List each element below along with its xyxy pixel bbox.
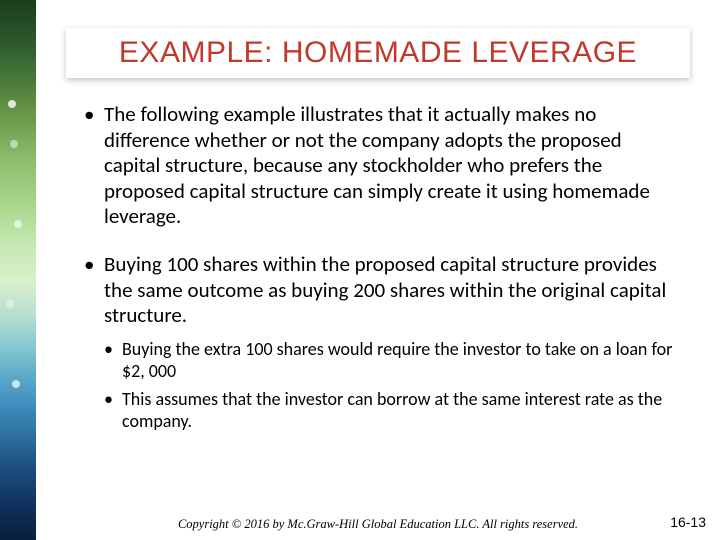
footer: Copyright © 2016 by Mc.Graw-Hill Global … bbox=[36, 517, 720, 532]
bullet-list: The following example illustrates that i… bbox=[82, 102, 674, 433]
copyright-text: Copyright © 2016 by Mc.Graw-Hill Global … bbox=[36, 517, 720, 532]
slide-title: EXAMPLE: HOMEMADE LEVERAGE bbox=[70, 36, 686, 70]
sub-bullet-text: Buying the extra 100 shares would requir… bbox=[122, 338, 672, 382]
bullet-text: The following example illustrates that i… bbox=[104, 101, 650, 229]
bullet-text: Buying 100 shares within the proposed ca… bbox=[104, 251, 666, 328]
slide-body: EXAMPLE: HOMEMADE LEVERAGE The following… bbox=[36, 0, 720, 540]
bullet-item: Buying 100 shares within the proposed ca… bbox=[82, 252, 674, 433]
content-area: The following example illustrates that i… bbox=[36, 102, 720, 433]
page-number: 16-13 bbox=[670, 514, 706, 530]
sub-bullet-item: Buying the extra 100 shares would requir… bbox=[104, 339, 674, 383]
sub-bullet-list: Buying the extra 100 shares would requir… bbox=[104, 339, 674, 433]
sub-bullet-text: This assumes that the investor can borro… bbox=[122, 388, 662, 432]
bullet-item: The following example illustrates that i… bbox=[82, 102, 674, 230]
sub-bullet-item: This assumes that the investor can borro… bbox=[104, 389, 674, 433]
decorative-side-stripe bbox=[0, 0, 36, 540]
title-container: EXAMPLE: HOMEMADE LEVERAGE bbox=[66, 28, 690, 78]
